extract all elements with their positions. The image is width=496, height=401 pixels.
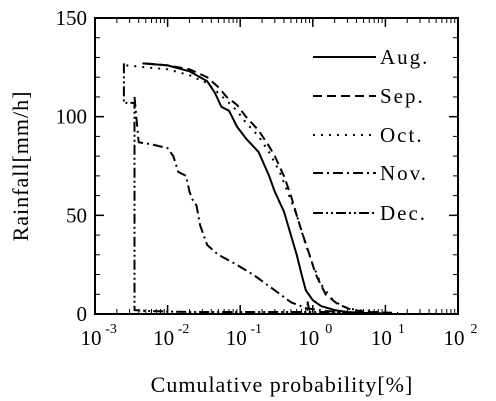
x-tick-exponent: -3 <box>105 322 117 337</box>
x-tick-label: 10 <box>298 326 319 350</box>
series-line-oct <box>126 64 379 313</box>
series-line-sep <box>145 62 399 314</box>
x-tick-label: 10 <box>81 326 102 350</box>
x-tick-exponent: -2 <box>178 322 190 337</box>
legend: Aug. Sep. Oct. Nov. Dec. <box>313 45 429 225</box>
x-tick-label: 10 <box>444 326 465 350</box>
plot-layer <box>122 62 399 314</box>
y-tick-label: 100 <box>56 105 88 129</box>
x-tick-label: 10 <box>226 326 247 350</box>
legend-label: Aug. <box>380 45 429 69</box>
series-line-aug <box>142 62 386 314</box>
plot-frame <box>94 17 459 315</box>
x-tick-exponent: 2 <box>471 322 478 337</box>
x-tick-exponent: 1 <box>398 322 405 337</box>
x-tick-label: 10 <box>153 326 174 350</box>
series-line-nov <box>133 96 379 314</box>
legend-label: Dec. <box>380 201 427 225</box>
y-tick-label: 0 <box>77 302 88 326</box>
legend-label: Nov. <box>380 161 428 185</box>
x-axis-label: Cumulative probability[%] <box>151 372 414 397</box>
series-group <box>122 62 399 314</box>
series-line-dec <box>122 63 386 314</box>
x-tick-label: 10 <box>371 326 392 350</box>
x-tick-exponent: -1 <box>250 322 262 337</box>
y-tick-label: 50 <box>66 203 87 227</box>
y-axis-label: Rainfall[mm/h] <box>8 91 33 242</box>
y-tick-label: 150 <box>56 6 88 30</box>
legend-label: Oct. <box>380 123 424 147</box>
legend-label: Sep. <box>380 84 425 108</box>
x-tick-exponent: 0 <box>325 322 332 337</box>
